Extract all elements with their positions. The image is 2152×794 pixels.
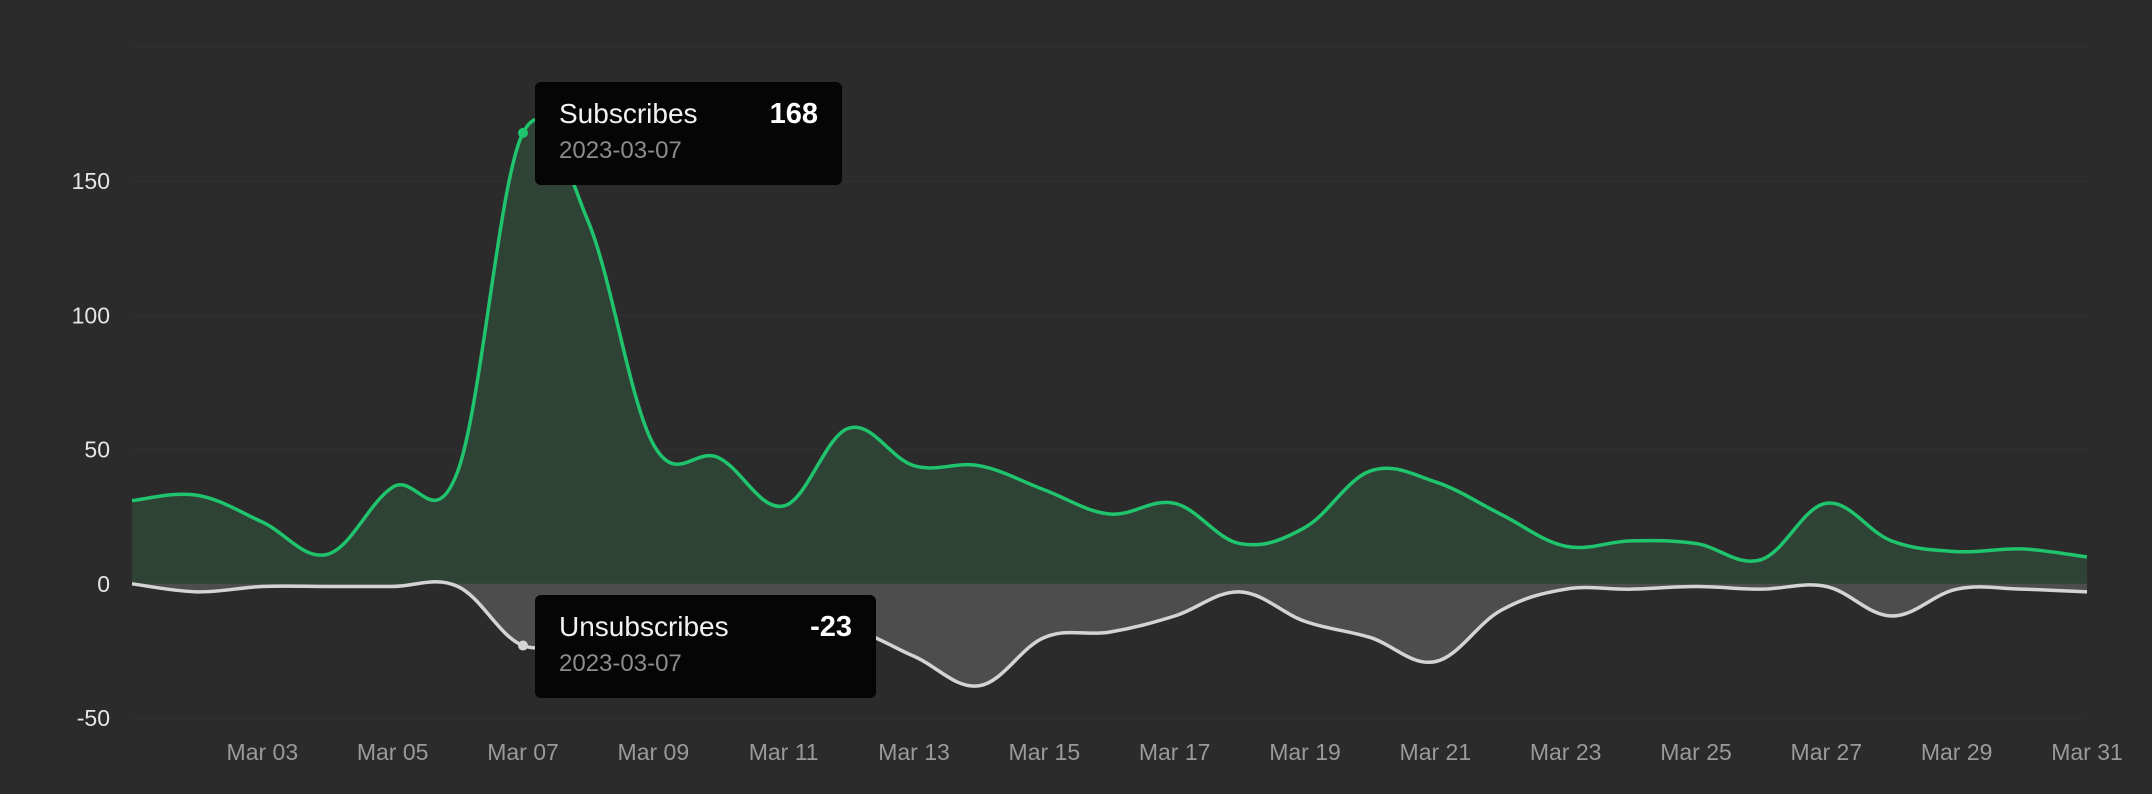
y-axis-ticks: 150 100 50 0 -50 (72, 168, 110, 731)
y-tick-label: -50 (77, 705, 110, 731)
x-tick-label: Mar 27 (1791, 739, 1863, 765)
x-tick-label: Mar 15 (1009, 739, 1081, 765)
subscribes-area (132, 119, 2087, 584)
subscribes-line (131, 117, 2088, 563)
x-tick-label: Mar 13 (878, 739, 950, 765)
y-tick-label: 50 (84, 437, 110, 463)
x-tick-label: Mar 19 (1269, 739, 1341, 765)
tooltip-unsubscribes-label: Unsubscribes (559, 611, 729, 642)
tooltip-subscribes: Subscribes 168 2023-03-07 (535, 82, 842, 185)
tooltip-unsubscribes: Unsubscribes -23 2023-03-07 (535, 595, 876, 698)
x-tick-label: Mar 25 (1660, 739, 1732, 765)
series-layer (131, 117, 2088, 688)
hover-markers (518, 127, 528, 651)
y-tick-label: 0 (97, 571, 110, 597)
x-tick-label: Mar 09 (618, 739, 690, 765)
x-tick-label: Mar 23 (1530, 739, 1602, 765)
x-tick-label: Mar 29 (1921, 739, 1993, 765)
tooltip-subscribes-date: 2023-03-07 (559, 137, 682, 164)
x-tick-label: Mar 21 (1400, 739, 1472, 765)
unsubscribes-line (131, 580, 2088, 688)
x-axis-ticks: Mar 03 Mar 05 Mar 07 Mar 09 Mar 11 Mar 13 Mar … (227, 739, 2123, 765)
tooltip-unsubscribes-value: -23 (810, 611, 852, 643)
x-tick-label: Mar 17 (1139, 739, 1211, 765)
subscribes-point (518, 127, 528, 138)
x-tick-label: Mar 11 (749, 739, 819, 765)
x-tick-label: Mar 05 (357, 739, 429, 765)
tooltip-subscribes-value: 168 (769, 98, 818, 130)
y-tick-label: 150 (72, 168, 110, 194)
unsubscribes-area (132, 581, 2087, 687)
y-tick-label: 100 (72, 302, 110, 328)
tooltip-unsubscribes-date: 2023-03-07 (559, 650, 682, 677)
x-tick-label: Mar 07 (487, 739, 559, 765)
tooltip-subscribes-label: Subscribes (559, 98, 698, 129)
unsubscribes-point (518, 640, 528, 651)
x-tick-label: Mar 03 (227, 739, 299, 765)
x-tick-label: Mar 31 (2051, 739, 2123, 765)
